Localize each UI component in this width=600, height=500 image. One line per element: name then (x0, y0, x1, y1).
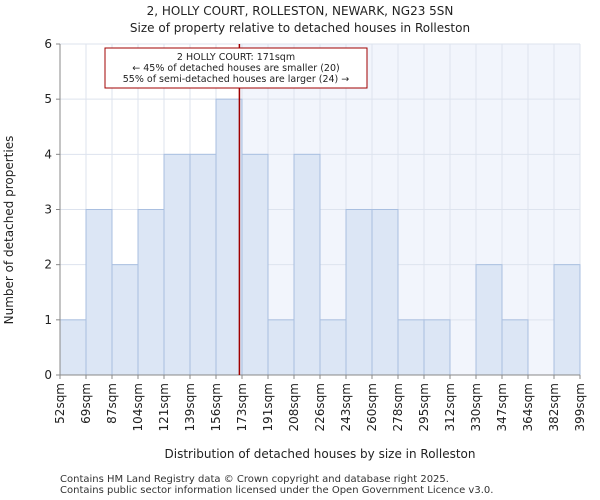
axes: 0 1 2 3 4 5 6 52sqm 69sqm 87sqm 104sqm 121sqm 139sqm… (44, 37, 587, 431)
x-tick-label: 330sqm (469, 383, 483, 431)
x-tick-label: 173sqm (235, 383, 249, 431)
annotation-box (104, 47, 368, 89)
histogram-bar (137, 209, 165, 376)
x-axis-label: Distribution of detached houses by size … (165, 447, 476, 461)
histogram-bar (189, 153, 217, 376)
x-tick-label: 364sqm (521, 383, 535, 431)
x-tick-label: 260sqm (365, 383, 379, 431)
histogram-bar (475, 264, 503, 376)
y-tick-label: 1 (44, 313, 52, 327)
x-tick-label: 69sqm (79, 383, 93, 424)
histogram-bar (553, 264, 581, 376)
y-tick-label: 4 (44, 147, 52, 161)
annotation: 2 HOLLY COURT: 171sqm← 45% of detached h… (104, 47, 368, 89)
histogram-bar (111, 264, 139, 376)
x-tick-label: 278sqm (391, 383, 405, 431)
footer-copyright: Contains HM Land Registry data © Crown c… (60, 474, 449, 485)
x-tick-label: 226sqm (313, 383, 327, 431)
x-tick-label: 243sqm (339, 383, 353, 431)
bars (59, 98, 581, 376)
x-tick-label: 87sqm (105, 383, 119, 424)
footer-licence: Contains public sector information licen… (60, 485, 494, 496)
histogram-bar (397, 319, 425, 376)
histogram-bar (293, 153, 321, 376)
y-tick-label: 5 (44, 92, 52, 106)
chart-subtitle: Size of property relative to detached ho… (129, 21, 471, 35)
annotation-line: ← 45% of detached houses are smaller (20… (132, 63, 339, 74)
histogram-bar (163, 153, 191, 376)
histogram-bar (423, 319, 451, 376)
x-tick-label: 139sqm (183, 383, 197, 431)
y-tick-label: 3 (44, 203, 52, 217)
histogram-bar (59, 319, 87, 376)
histogram-bar (371, 209, 399, 376)
histogram-bar (319, 319, 347, 376)
x-tick-label: 382sqm (547, 383, 561, 431)
histogram-bar (501, 319, 529, 376)
y-tick-label: 0 (44, 368, 52, 382)
x-tick-label: 52sqm (53, 383, 67, 424)
x-tick-label: 104sqm (131, 383, 145, 431)
x-tick-label: 295sqm (417, 383, 431, 431)
histogram-bar (215, 98, 243, 376)
histogram-bar (241, 153, 269, 376)
histogram-bar (85, 209, 113, 376)
x-tick-label: 191sqm (261, 383, 275, 431)
y-tick-label: 2 (44, 258, 52, 272)
histogram-bar (345, 209, 373, 376)
annotation-line: 2 HOLLY COURT: 171sqm (177, 52, 295, 63)
x-tick-label: 312sqm (443, 383, 457, 431)
annotation-line: 55% of semi-detached houses are larger (… (123, 74, 350, 85)
x-tick-label: 121sqm (157, 383, 171, 431)
x-tick-label: 347sqm (495, 383, 509, 431)
x-tick-label: 399sqm (573, 383, 587, 431)
histogram-bar (267, 319, 295, 376)
x-tick-label: 208sqm (287, 383, 301, 431)
chart-title: 2, HOLLY COURT, ROLLESTON, NEWARK, NG23 … (146, 4, 454, 18)
x-tick-label: 156sqm (209, 383, 223, 431)
y-axis-label: Number of detached properties (2, 136, 16, 325)
y-tick-label: 6 (44, 37, 52, 51)
